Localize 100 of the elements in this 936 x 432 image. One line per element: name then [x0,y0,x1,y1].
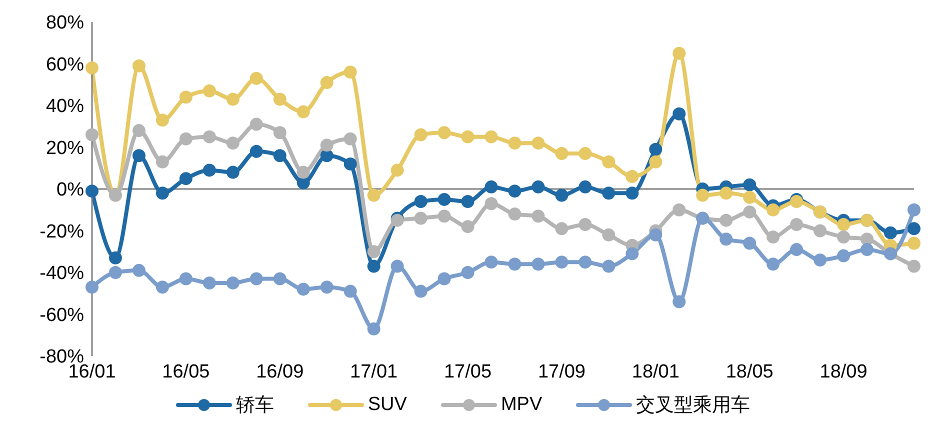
point [86,280,98,294]
point [132,59,146,72]
point [672,295,686,308]
point [461,220,474,234]
point [484,180,498,194]
point [438,210,451,223]
point [156,186,169,200]
point [884,226,898,240]
x-tick-label: 18/05 [726,361,774,382]
point [649,142,662,156]
point [250,144,263,158]
x-tick-label: 18/01 [632,361,680,382]
point [273,149,286,162]
point [672,203,686,216]
point [532,136,545,150]
point [555,188,568,202]
point [132,149,146,162]
point [414,212,428,225]
point [555,147,568,160]
point [578,147,592,160]
point [743,178,756,192]
point [344,157,357,170]
point [250,118,263,131]
point [320,138,334,152]
point [837,218,850,231]
point [532,180,545,194]
point [461,266,474,279]
point [578,180,592,194]
point [602,228,616,242]
point [790,243,804,256]
point [179,90,192,104]
point [296,105,310,118]
point [226,166,240,179]
point [484,197,498,210]
point [320,280,334,294]
point [508,258,522,271]
point [250,72,263,85]
point [555,256,568,269]
y-tick-label: 80% [46,12,84,34]
point [908,222,920,236]
point [837,230,850,244]
point [672,46,686,60]
x-tick-label: 17/05 [444,361,492,382]
legend-label: 交叉型乘用车 [636,394,750,418]
point [273,126,286,140]
legend-label: SUV [368,394,407,416]
point [273,272,286,286]
point [179,132,192,146]
point [766,230,780,244]
point [202,164,216,177]
point [696,188,710,202]
point [532,258,545,271]
point [226,92,240,106]
point [461,195,474,208]
point [790,195,804,208]
point [484,130,498,144]
point [860,232,874,246]
point [626,170,639,183]
point [908,203,920,216]
point [720,214,733,227]
point [508,208,522,221]
point [132,124,146,138]
y-tick-label: 60% [46,54,84,76]
point [814,253,827,266]
point [179,172,192,186]
point [250,272,263,286]
point [296,166,310,179]
point [649,228,662,242]
point [508,136,522,150]
point [814,224,827,238]
x-tick-label: 17/01 [350,361,398,382]
y-tick-label: 20% [46,138,84,159]
point [344,132,357,146]
point [390,260,404,273]
point [766,203,780,216]
point [743,236,756,250]
y-tick-label: -60% [40,304,84,326]
y-tick-label: -20% [40,221,84,242]
point [202,84,216,98]
point [720,232,733,246]
point [320,149,334,162]
y-tick-label: 40% [46,96,84,118]
point [367,322,380,336]
point [837,249,850,262]
point [156,280,169,294]
point [273,92,286,106]
point [720,186,733,200]
legend-label: MPV [500,394,542,416]
x-tick-label: 18/09 [820,361,868,382]
point [908,260,920,273]
point [86,128,98,142]
point [766,258,780,271]
x-tick-label: 16/05 [162,361,210,382]
point [226,276,240,290]
point [860,243,874,256]
point [202,130,216,144]
point [508,184,522,198]
point [86,61,98,74]
legend-label: 轿车 [236,394,274,418]
point [344,66,357,79]
